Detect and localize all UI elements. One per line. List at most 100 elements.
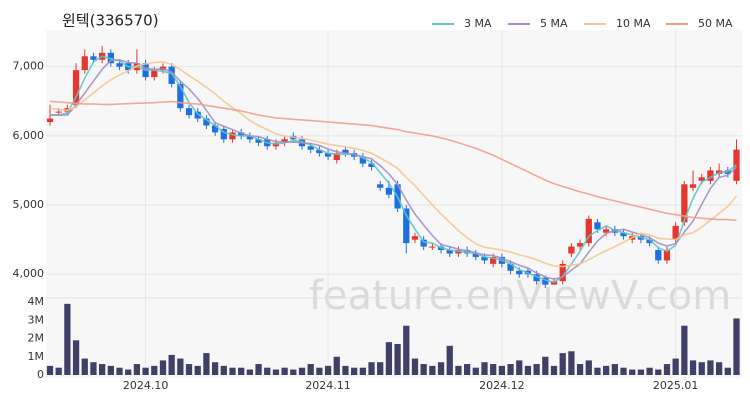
candle-body [620, 232, 627, 237]
volume-bar [490, 364, 497, 375]
candle-body [472, 253, 479, 257]
volume-bar [255, 364, 262, 375]
candle-body [672, 225, 679, 240]
candle-body [403, 208, 410, 244]
volume-bar [568, 351, 575, 375]
candle-body [689, 184, 697, 188]
volume-bar [446, 345, 453, 375]
volume-bar [238, 367, 245, 375]
candle-body [481, 256, 488, 261]
candle-body [698, 177, 705, 181]
volume-bar [99, 364, 106, 375]
volume-bar [342, 365, 349, 375]
volume-bar [116, 367, 123, 375]
volume-tick-label: 0 [37, 368, 44, 381]
x-tick-label: 2024.11 [305, 379, 351, 392]
y-tick-label: 4,000 [13, 267, 45, 280]
volume-bar [307, 364, 314, 375]
candle-body [307, 146, 314, 150]
volume-bar [411, 358, 419, 375]
ma-line [49, 100, 737, 222]
volume-bar [429, 365, 436, 375]
candle-body [185, 108, 193, 116]
candle-body [646, 239, 653, 244]
candle-body [594, 222, 601, 230]
volume-bar [107, 365, 114, 375]
ma-line [49, 60, 738, 268]
x-tick-label: 2024.10 [123, 379, 169, 392]
candle-body [559, 263, 566, 282]
volume-bar [333, 356, 340, 375]
candle-body [46, 118, 54, 123]
volume-bar [472, 367, 479, 375]
volume-tick-label: 4M [28, 295, 45, 308]
volume-bar [229, 367, 236, 375]
candle-body [255, 139, 262, 143]
volume-bar [194, 365, 201, 375]
volume-bar [724, 367, 731, 375]
volume-bar [603, 365, 610, 375]
candle-body [342, 149, 349, 154]
candle-body [211, 125, 219, 133]
volume-bar [498, 365, 506, 375]
volume-bar [681, 325, 688, 375]
candle-body [411, 236, 419, 240]
legend-label: 3 MA [464, 17, 492, 30]
candle-body [90, 56, 97, 60]
candle-body [377, 184, 384, 188]
volume-bar [542, 356, 549, 375]
candle-body [576, 243, 584, 247]
candle-body [203, 118, 210, 126]
candle-body [603, 229, 610, 233]
volume-bar [81, 358, 88, 375]
volume-bar [637, 369, 645, 375]
volume-bar [64, 303, 71, 375]
candle-body [55, 111, 62, 113]
volume-bar [629, 369, 636, 375]
y-tick-label: 5,000 [13, 198, 45, 211]
candle-body [568, 246, 575, 254]
candle-body [420, 239, 427, 247]
candle-body [663, 250, 671, 261]
y-tick-label: 7,000 [13, 60, 45, 73]
ma-line [50, 55, 737, 284]
volume-tick-label: 2M [28, 332, 45, 345]
volume-bar [290, 369, 297, 375]
legend-label: 5 MA [540, 17, 568, 30]
volume-bar [159, 360, 167, 375]
candle-body [368, 163, 375, 167]
volume-bar [168, 354, 175, 375]
x-tick-label: 2025.01 [653, 379, 699, 392]
volume-bar [646, 367, 653, 375]
volume-bar [663, 364, 671, 375]
candle-body [168, 66, 175, 84]
candle-body [359, 156, 366, 164]
candle-body [429, 246, 436, 248]
volume-bar [298, 367, 306, 375]
volume-bar [655, 369, 662, 375]
volume-bar [394, 343, 401, 375]
volume-bar [368, 362, 375, 375]
candle-body [533, 274, 540, 282]
x-tick-label: 2024.12 [479, 379, 525, 392]
volume-bar [46, 365, 54, 375]
volume-bar [576, 364, 584, 375]
volume-bar [133, 364, 141, 375]
volume-tick-label: 1M [28, 350, 45, 363]
candle-body [324, 153, 332, 157]
candle-body [316, 149, 323, 154]
volume-bar [463, 364, 471, 375]
volume-bar [211, 362, 219, 375]
candle-body [385, 187, 393, 195]
candle-body [585, 218, 592, 244]
volume-bar [707, 360, 714, 375]
candle-body [507, 263, 514, 271]
candle-body [72, 70, 80, 105]
y-tick-label: 6,000 [13, 129, 45, 142]
volume-bar [403, 325, 410, 375]
candle-body [177, 83, 184, 109]
volume-bar [507, 364, 514, 375]
volume-bar [689, 360, 697, 375]
candle-body [490, 256, 497, 264]
candle-body [151, 70, 158, 78]
